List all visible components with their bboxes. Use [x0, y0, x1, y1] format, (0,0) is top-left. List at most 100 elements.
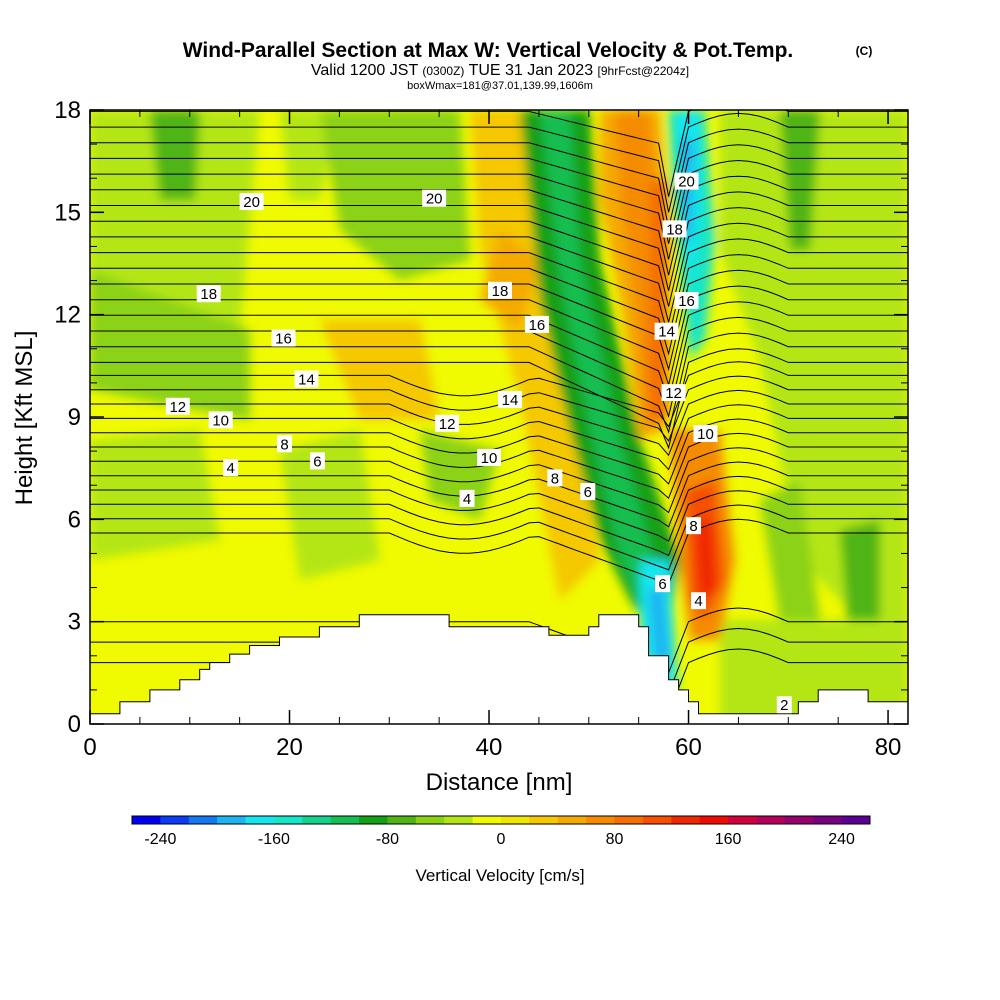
contour-label: 8: [277, 435, 293, 453]
colorbar-label: Vertical Velocity [cm/s]: [415, 866, 584, 885]
contour-label-text: 4: [463, 491, 471, 508]
contour-label: 18: [487, 281, 512, 300]
y-tick-label: 0: [68, 711, 81, 738]
isotherm-line: [90, 332, 908, 434]
colorbar-swatch: [529, 816, 559, 824]
colorbar-swatch: [642, 816, 672, 824]
forecast-tag: [9hrFcst@2204z]: [598, 64, 690, 78]
contour-label-text: 16: [275, 331, 292, 348]
colorbar-swatch: [132, 816, 161, 824]
contour-label: 10: [693, 425, 718, 443]
contour-label-text: 12: [439, 416, 456, 433]
contour-label: 20: [674, 172, 699, 191]
potential-temperature-contours: [90, 110, 908, 715]
contour-label: 14: [497, 390, 522, 409]
colorbar-swatch: [728, 816, 757, 824]
contour-label-text: 18: [666, 221, 683, 238]
y-tick-label: 9: [68, 404, 81, 431]
x-axis-label: Distance [nm]: [426, 769, 573, 796]
contour-label-text: 16: [678, 293, 695, 310]
contour-label: 8: [686, 517, 702, 535]
contour-label-text: 4: [226, 460, 234, 477]
colorbar-swatch: [472, 816, 502, 824]
isotherm-line: [90, 285, 908, 387]
contour-label: 16: [524, 315, 549, 334]
isotherm-line: [90, 254, 908, 356]
contour-label-text: 18: [200, 286, 217, 303]
contour-label-text: 16: [529, 317, 546, 334]
colorbar-swatch: [813, 816, 843, 824]
isotherm-line: [90, 191, 908, 291]
contour-label-text: 6: [313, 453, 321, 470]
colorbar-swatch: [699, 816, 729, 824]
contour-label: 18: [196, 285, 221, 303]
contour-label-text: 10: [697, 426, 714, 443]
y-tick-label: 3: [68, 609, 81, 636]
colorbar-swatch: [302, 816, 332, 824]
colorbar-swatch: [245, 816, 275, 824]
x-tick-label: 20: [276, 734, 303, 761]
x-axis: 0 20 40 60 80: [83, 110, 901, 761]
valid-date: TUE 31 Jan 2023: [469, 62, 594, 79]
isotherm-line: [90, 301, 908, 403]
colorbar-frame: [131, 815, 871, 825]
isotherm-line: [90, 316, 908, 419]
isotherm-line: [90, 389, 908, 457]
contour-label-text: 14: [298, 371, 315, 388]
contour-label: 4: [223, 459, 239, 477]
colorbar-swatch: [160, 816, 190, 824]
colorbar-swatch: [557, 816, 587, 824]
colorbar-tick-label: 240: [828, 831, 855, 848]
chart-subtitle-valid: Valid 1200 JST (0300Z) TUE 31 Jan 2023 […: [311, 62, 689, 79]
colorbar-tick-label: 80: [606, 831, 624, 848]
isotherm-line: [90, 207, 908, 307]
x-tick-label: 0: [83, 734, 96, 761]
isotherm-line: [90, 607, 908, 674]
contour-label-text: 20: [426, 191, 443, 208]
contour-label-text: 10: [212, 412, 229, 429]
colorbar-swatch: [415, 816, 445, 824]
colorbar-swatch: [273, 816, 303, 824]
contour-label-text: 18: [492, 283, 509, 300]
chart-subtitle-box: boxWmax=181@37.01,139.99,1606m: [407, 80, 593, 92]
colorbar-swatch: [671, 816, 701, 824]
colorbar-swatch: [784, 816, 814, 824]
contour-label-text: 14: [658, 324, 675, 341]
contour-label: 16: [271, 329, 296, 348]
contour-label: 18: [662, 220, 687, 238]
isotherm-line: [90, 175, 908, 276]
contour-label-text: 2: [780, 697, 788, 714]
valid-prefix: Valid 1200 JST: [311, 62, 419, 79]
contour-label-text: 12: [169, 399, 186, 416]
isotherm-line: [90, 144, 908, 244]
colorbar-tick-label: -240: [144, 831, 176, 848]
contour-label-text: 12: [665, 385, 682, 402]
y-tick-label: 18: [54, 97, 81, 124]
isotherm-line: [90, 504, 908, 571]
isotherm-line: [90, 361, 908, 428]
contour-label-text: 8: [551, 470, 559, 487]
chart-title-mark: (C): [856, 44, 873, 58]
colorbar-swatch: [841, 816, 871, 824]
y-tick-label: 12: [54, 302, 81, 329]
isotherm-line: [90, 128, 908, 229]
x-tick-label: 60: [675, 734, 702, 761]
contour-label: 6: [580, 483, 596, 501]
colorbar-swatch: [330, 816, 360, 824]
colorbar: -240 -160 -80 0 80 160 240: [131, 815, 871, 848]
colorbar-swatch: [217, 816, 247, 824]
y-axis-label: Height [Kft MSL]: [11, 331, 38, 506]
contour-label-text: 8: [280, 436, 288, 453]
contour-label: 16: [674, 292, 699, 310]
contour-label: 12: [661, 384, 686, 402]
x-tick-label: 80: [875, 734, 902, 761]
isotherm-line: [90, 110, 908, 197]
isotherm-line: [90, 222, 908, 323]
isotherm-line: [90, 112, 908, 213]
y-axis: 0 3 6 9 12 15 18: [54, 97, 908, 738]
contour-label-text: 20: [243, 194, 260, 211]
contour-label: 4: [459, 489, 475, 508]
contour-label-text: 14: [502, 392, 519, 409]
isotherm-line: [90, 238, 908, 339]
contour-label: 6: [655, 575, 671, 593]
